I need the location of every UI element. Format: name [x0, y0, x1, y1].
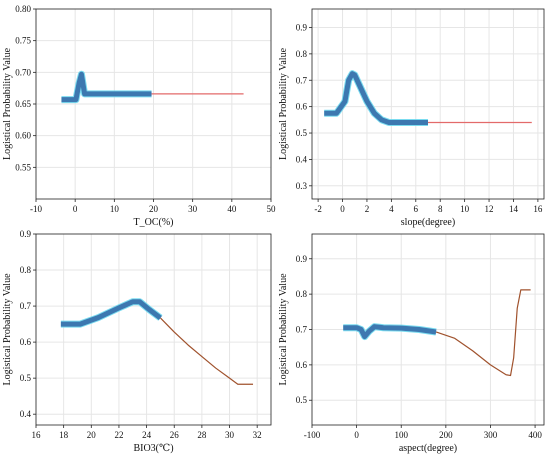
- y-tick-label: 0.3: [296, 181, 308, 191]
- series-line-observed: [61, 71, 152, 103]
- y-tick-label: 0.5: [296, 128, 308, 138]
- y-tick-label: 0.75: [15, 36, 31, 46]
- y-axis-title: Logistical Probability Value: [278, 47, 289, 160]
- x-tick-label: 22: [114, 430, 123, 440]
- x-axis-title: T_OC(%): [134, 217, 174, 228]
- x-tick-label: 0: [340, 204, 345, 214]
- y-tick-label: 0.8: [296, 289, 308, 299]
- x-axis-title: aspect(degree): [399, 443, 457, 454]
- x-tick-label: 0: [354, 430, 359, 440]
- y-tick-label: 0.9: [296, 254, 308, 264]
- x-tick-label: 24: [142, 430, 152, 440]
- x-axis-title: slope(degree): [401, 217, 455, 228]
- series-line-observed: [324, 71, 428, 125]
- plot-frame: [311, 8, 545, 200]
- x-tick-label: 100: [394, 430, 408, 440]
- y-tick-label: 0.7: [296, 325, 308, 335]
- y-tick-label: 0.8: [296, 49, 308, 59]
- y-tick-label: 0.60: [15, 131, 31, 141]
- x-tick-label: 16: [533, 204, 543, 214]
- x-axis-title: BIO3(℃): [133, 443, 173, 454]
- x-tick-label: 2: [365, 204, 370, 214]
- x-tick-label: -100: [304, 430, 321, 440]
- y-tick-label: 0.70: [15, 67, 31, 77]
- x-tick-label: 26: [170, 430, 180, 440]
- series-line-extrapolated: [159, 317, 254, 385]
- x-tick-label: 4: [389, 204, 394, 214]
- y-tick-label: 0.55: [15, 162, 31, 172]
- x-tick-label: 30: [225, 430, 235, 440]
- y-axis-title: Logistical Probability Value: [2, 47, 13, 160]
- y-tick-label: 0.8: [20, 265, 32, 275]
- y-tick-label: 0.6: [20, 337, 32, 347]
- x-tick-label: 10: [460, 204, 470, 214]
- y-tick-label: 0.7: [296, 75, 308, 85]
- y-tick-label: 0.9: [20, 229, 32, 239]
- y-tick-label: 0.80: [15, 4, 31, 14]
- x-tick-label: 30: [188, 204, 198, 214]
- chart-panel-2: -2 0 2 4 6 8 10 12 14 16 0.3 0.4 0.5 0.6 0.7 0.8 0.9 slop…: [278, 8, 545, 228]
- y-tick-label: 0.5: [296, 395, 308, 405]
- y-tick-label: 0.6: [296, 360, 308, 370]
- x-tick-label: 10: [110, 204, 120, 214]
- y-tick-label: 0.6: [296, 102, 308, 112]
- x-tick-label: -10: [30, 204, 42, 214]
- x-tick-label: 50: [267, 204, 277, 214]
- x-tick-label: 8: [438, 204, 443, 214]
- x-tick-label: 14: [509, 204, 519, 214]
- y-tick-label: 0.5: [20, 373, 32, 383]
- x-tick-label: 20: [149, 204, 159, 214]
- x-tick-label: 200: [439, 430, 453, 440]
- x-tick-label: 16: [32, 430, 42, 440]
- series-line-extrapolated: [435, 289, 531, 377]
- chart-panel-1: -10 0 10 20 30 40 50 0.55 0.60 0.65 0.70 0.75 0.80 T_…: [2, 4, 276, 228]
- x-tick-label: 0: [73, 204, 78, 214]
- x-tick-label: 32: [253, 430, 262, 440]
- chart-panel-3: 16 18 20 22 24 26 28 30 32 0.4 0.5 0.6 0.7 0.8 0.9 BIO3…: [2, 229, 272, 454]
- x-tick-label: 12: [485, 204, 494, 214]
- x-tick-label: 40: [227, 204, 237, 214]
- x-tick-label: 28: [197, 430, 207, 440]
- y-tick-label: 0.65: [15, 99, 31, 109]
- x-tick-label: 20: [87, 430, 97, 440]
- x-tick-label: 400: [528, 430, 542, 440]
- x-tick-label: 18: [59, 430, 69, 440]
- y-tick-label: 0.4: [296, 154, 308, 164]
- chart-panel-4: -100 0 100 200 300 400 0.5 0.6 0.7 0.8 0.9 aspect(d…: [278, 233, 545, 454]
- y-tick-label: 0.7: [20, 301, 32, 311]
- x-tick-label: 300: [484, 430, 498, 440]
- series-line-observed: [60, 299, 162, 327]
- y-tick-label: 0.9: [296, 22, 308, 32]
- y-axis-title: Logistical Probability Value: [278, 273, 289, 386]
- y-tick-label: 0.4: [20, 409, 32, 419]
- x-tick-label: -2: [314, 204, 322, 214]
- x-tick-label: 6: [414, 204, 419, 214]
- series-line-observed: [343, 324, 437, 340]
- plot-frame: [35, 233, 272, 426]
- y-axis-title: Logistical Probability Value: [2, 273, 13, 386]
